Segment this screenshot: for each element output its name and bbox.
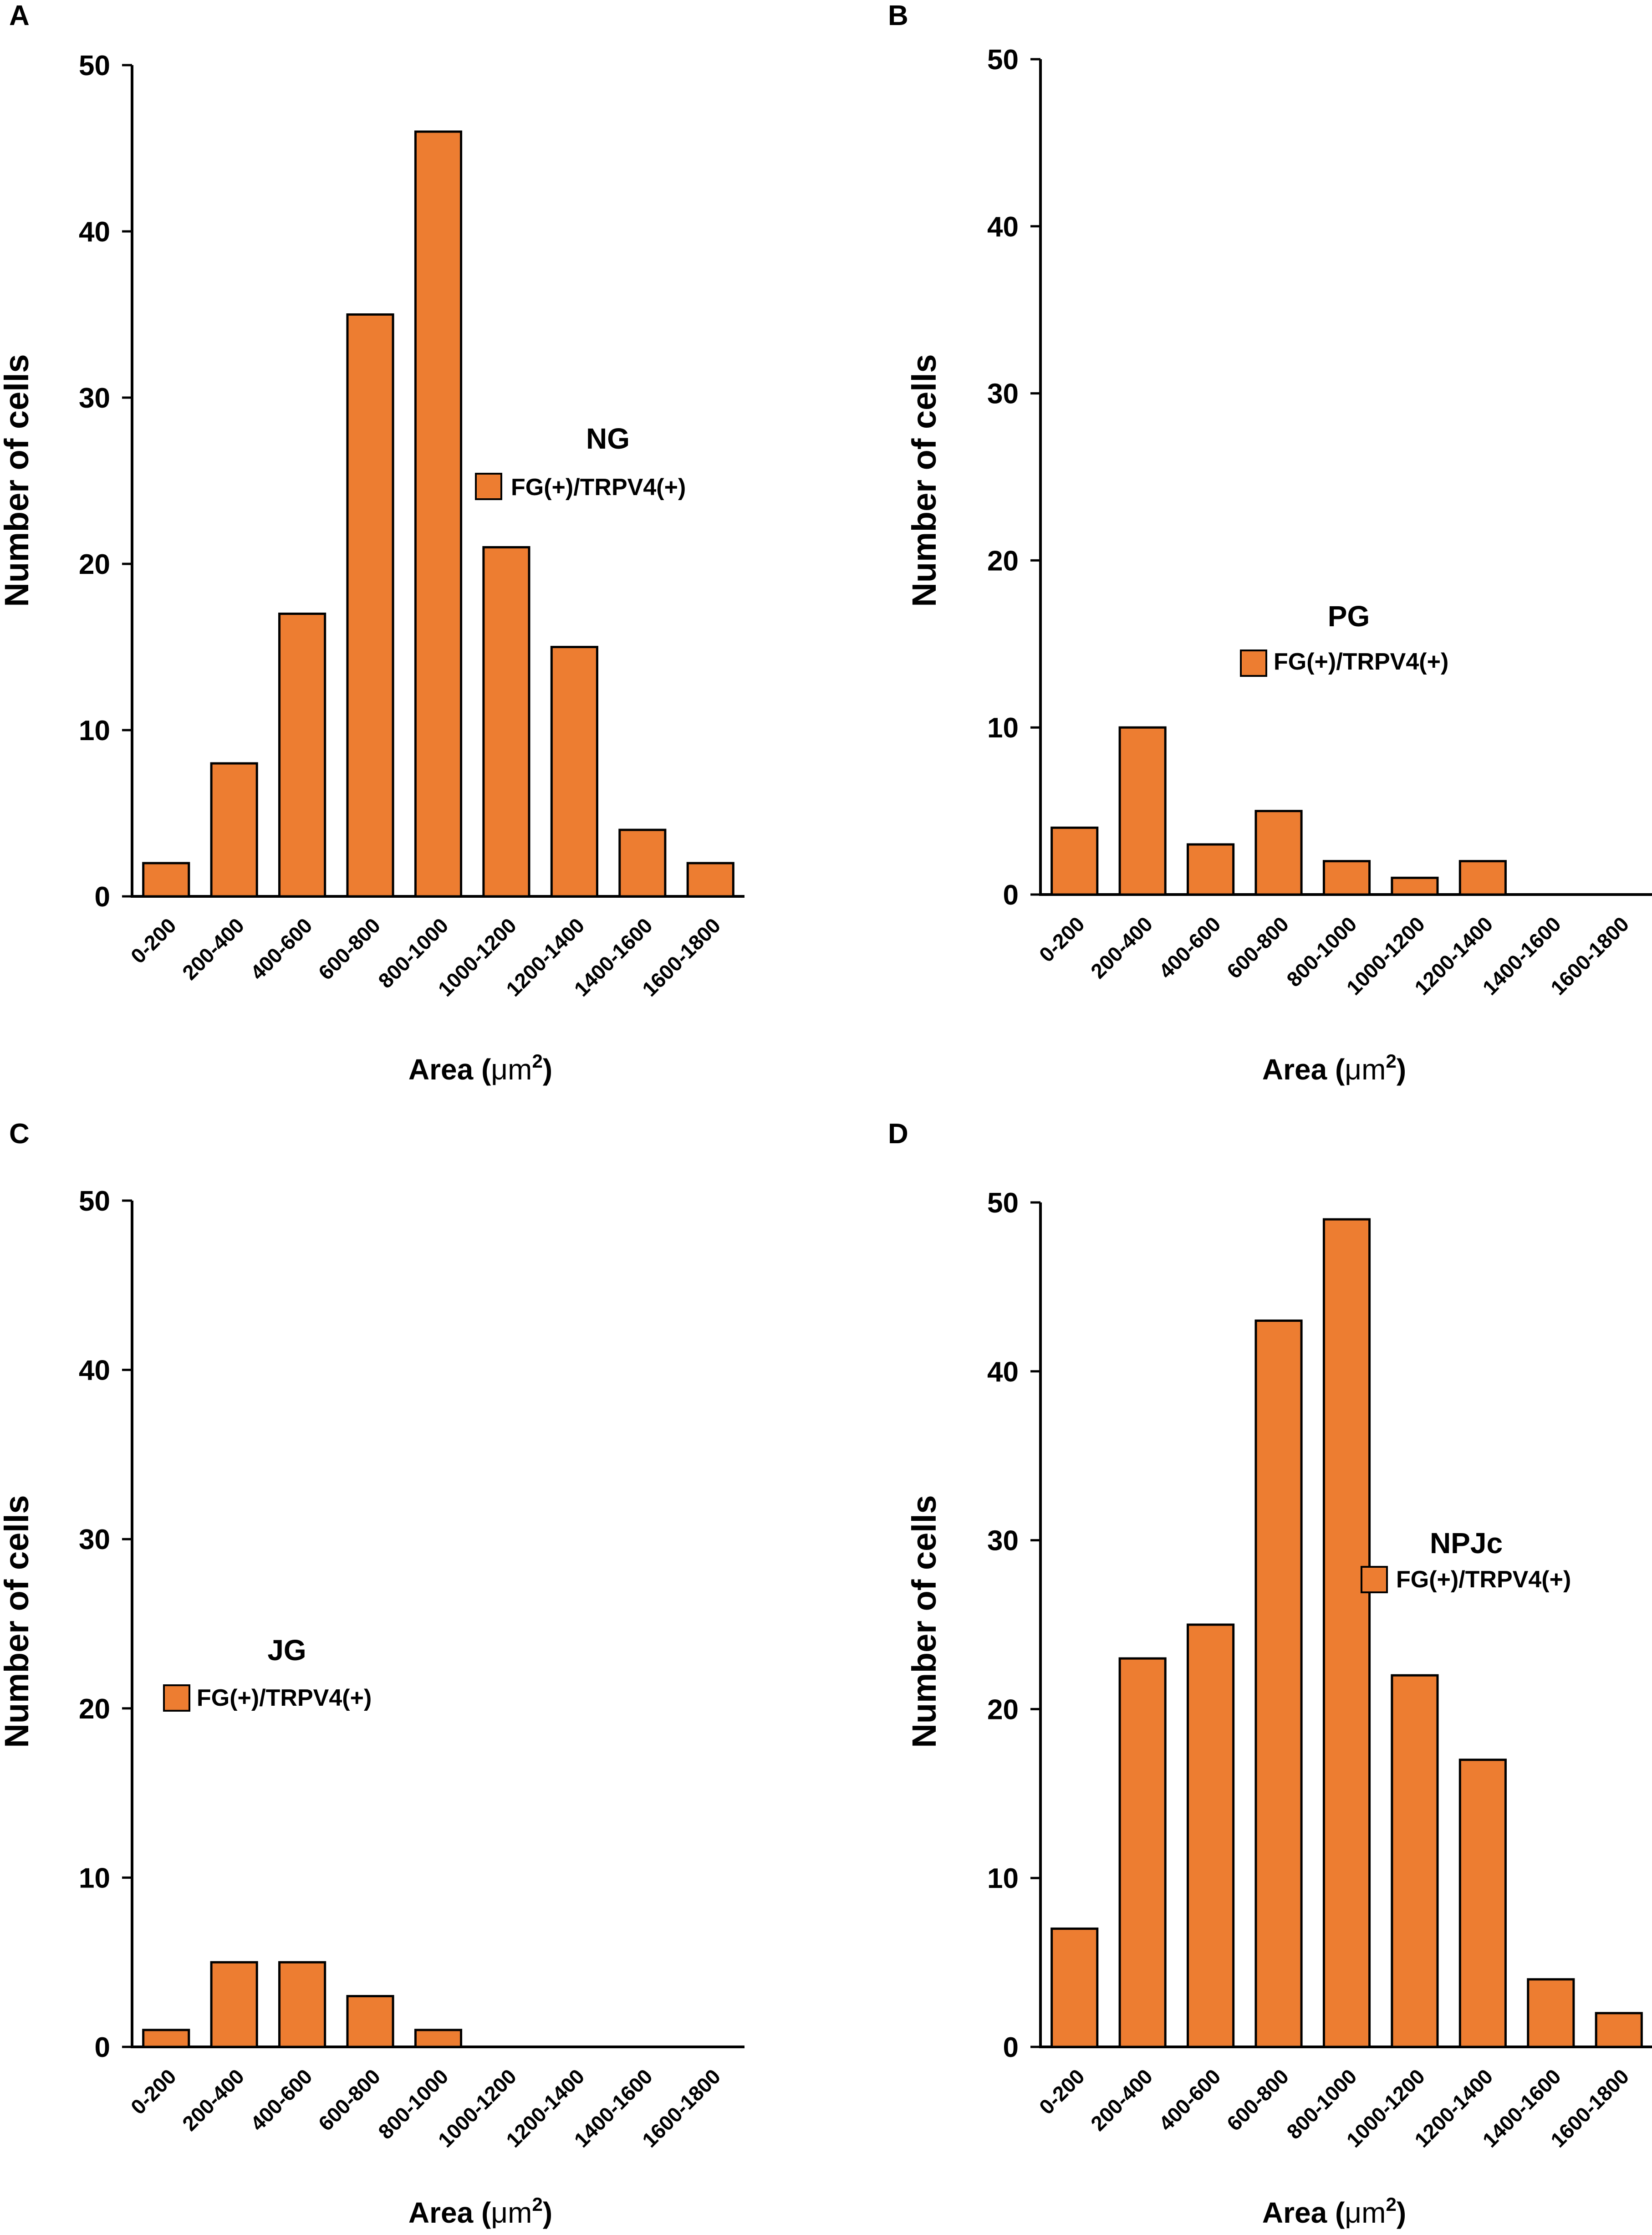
bar (1050, 1927, 1099, 2048)
y-tick-label: 0 (1003, 2032, 1019, 2063)
panel-label: A (9, 0, 30, 31)
y-axis-label: Number of cells (0, 1495, 36, 1748)
y-axis-label: Number of cells (905, 354, 943, 607)
y-tick-label: 20 (987, 545, 1019, 577)
bar (686, 862, 734, 898)
x-tick-label: 200-400 (178, 2064, 249, 2135)
y-tick-label: 0 (1003, 880, 1019, 911)
x-tick-label: 0-200 (1035, 2064, 1089, 2119)
bar (1254, 1320, 1303, 2048)
bar (278, 613, 326, 898)
bar (142, 862, 190, 898)
y-tick-label: 50 (987, 1187, 1019, 1219)
y-tick-label: 40 (79, 1355, 110, 1386)
x-axis-label: Area (μm2) (408, 2194, 552, 2229)
bar (346, 313, 394, 898)
y-tick-label: 40 (987, 1356, 1019, 1388)
x-tick-label: 600-800 (1222, 2064, 1293, 2135)
legend-label: FG(+)/TRPV4(+) (1396, 1566, 1571, 1593)
x-tick-label: 0-200 (126, 913, 181, 968)
y-tick-label: 40 (987, 211, 1019, 243)
x-tick-label: 400-600 (246, 913, 317, 984)
y-tick-label: 40 (79, 216, 110, 248)
y-axis-label: Number of cells (905, 1495, 943, 1748)
bar (278, 1961, 326, 2048)
panel-d: D010203040500-200200-400400-600600-80080… (888, 1118, 1652, 2229)
legend-swatch (163, 1684, 190, 1712)
legend-swatch (1361, 1566, 1388, 1593)
y-tick-label: 30 (987, 378, 1019, 410)
bar (1050, 826, 1099, 896)
panel-c: C010203040500-200200-400400-600600-80080… (0, 1118, 744, 2229)
chart-title: NG (586, 422, 630, 455)
y-tick-label: 10 (987, 712, 1019, 744)
x-tick-label: 200-400 (1086, 912, 1157, 983)
y-tick-label: 10 (987, 1863, 1019, 1894)
bar (1595, 2012, 1643, 2048)
bar (210, 1961, 258, 2048)
panel-label: D (888, 1118, 908, 1150)
panel-b: B010203040500-200200-400400-600600-80080… (888, 0, 1652, 1086)
y-tick-label: 50 (79, 50, 110, 82)
bar (618, 829, 667, 898)
x-axis-label: Area (μm2) (1262, 1050, 1406, 1086)
y-tick-label: 30 (987, 1525, 1019, 1557)
bar (1458, 860, 1507, 896)
x-tick-label: 200-400 (178, 913, 249, 984)
bar (1322, 860, 1371, 896)
x-axis-label: Area (μm2) (408, 1050, 552, 1086)
x-tick-label: 400-600 (1154, 912, 1225, 983)
y-tick-label: 0 (95, 881, 110, 913)
bar (414, 2029, 463, 2048)
x-tick-label: 400-600 (1154, 2064, 1225, 2135)
chart-title: PG (1328, 600, 1370, 633)
x-tick-label: 400-600 (246, 2064, 317, 2135)
bar (1527, 1978, 1575, 2048)
y-axis-label: Number of cells (0, 354, 36, 607)
y-tick-label: 0 (95, 2032, 110, 2063)
bar (1118, 1657, 1167, 2048)
bar (1187, 1623, 1235, 2048)
x-tick-label: 0-200 (126, 2064, 181, 2119)
bar (142, 2029, 190, 2048)
legend-swatch (475, 473, 502, 500)
y-tick-label: 20 (79, 1693, 110, 1725)
bar (1391, 1674, 1439, 2048)
bar (346, 1995, 394, 2048)
bar (1118, 726, 1167, 896)
x-tick-label: 600-800 (314, 913, 385, 984)
panel-label: C (9, 1118, 30, 1150)
chart-title: NPJc (1430, 1527, 1503, 1560)
x-tick-label: 200-400 (1086, 2064, 1157, 2135)
x-tick-label: 600-800 (314, 2064, 385, 2135)
bar (1322, 1218, 1371, 2048)
bar (1187, 843, 1235, 896)
panel-a: A010203040500-200200-400400-600600-80080… (0, 0, 744, 1086)
bar (482, 546, 530, 898)
y-tick-label: 50 (987, 44, 1019, 76)
chart-title: JG (267, 1634, 306, 1667)
y-tick-label: 30 (79, 1524, 110, 1555)
bar (1391, 876, 1439, 896)
bar (550, 646, 598, 898)
legend-label: FG(+)/TRPV4(+) (511, 474, 686, 501)
panel-label: B (888, 0, 908, 31)
legend-swatch (1240, 650, 1267, 677)
bar (1458, 1759, 1507, 2048)
x-tick-label: 600-800 (1222, 912, 1293, 983)
x-tick-label: 0-200 (1035, 912, 1089, 967)
bar (414, 130, 463, 898)
y-tick-label: 50 (79, 1186, 110, 1217)
legend-label: FG(+)/TRPV4(+) (197, 1685, 372, 1711)
bar (210, 762, 258, 898)
legend-label: FG(+)/TRPV4(+) (1274, 649, 1448, 675)
x-axis-label: Area (μm2) (1262, 2194, 1406, 2229)
y-tick-label: 20 (987, 1694, 1019, 1725)
y-tick-label: 10 (79, 715, 110, 747)
y-tick-label: 30 (79, 383, 110, 414)
bar (1254, 810, 1303, 896)
y-tick-label: 20 (79, 549, 110, 580)
y-tick-label: 10 (79, 1862, 110, 1894)
